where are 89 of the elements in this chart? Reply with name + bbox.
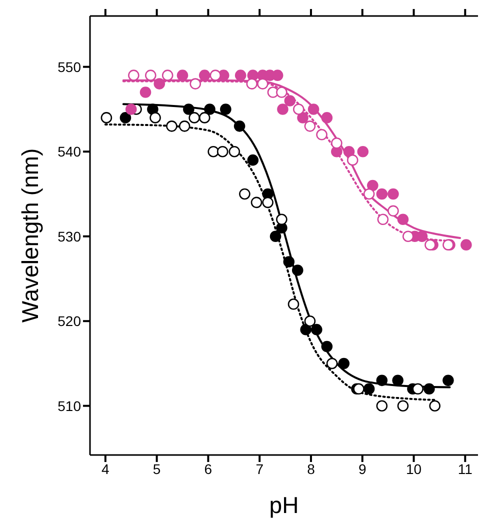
point: [321, 112, 333, 124]
point: [288, 298, 300, 310]
point: [283, 256, 295, 268]
y-axis-title: Wavelength (nm): [17, 148, 43, 323]
point: [321, 340, 333, 352]
point: [150, 112, 161, 124]
point: [388, 188, 399, 200]
point: [166, 120, 178, 132]
point: [276, 86, 288, 98]
point: [228, 146, 240, 158]
point: [343, 146, 355, 158]
y-tick-label: 550: [58, 58, 82, 75]
point: [270, 230, 282, 242]
point: [247, 154, 259, 166]
point: [424, 239, 436, 250]
point: [257, 78, 268, 90]
point: [198, 112, 210, 124]
point: [176, 70, 188, 81]
point: [188, 112, 200, 124]
x-tick-label: 10: [406, 460, 422, 477]
point: [376, 400, 388, 412]
point: [128, 70, 140, 81]
point: [460, 239, 472, 250]
y-tick-label: 520: [58, 313, 82, 330]
point: [397, 400, 409, 412]
point: [442, 374, 454, 386]
point: [392, 374, 404, 386]
x-tick-label: 8: [307, 460, 316, 477]
point: [304, 315, 316, 327]
point: [424, 383, 435, 395]
point: [338, 358, 350, 370]
point: [220, 104, 232, 115]
point: [308, 104, 320, 115]
point: [144, 70, 156, 81]
point: [276, 214, 288, 226]
y-tick-label: 510: [58, 398, 82, 414]
point: [262, 196, 274, 208]
point: [183, 104, 194, 115]
point: [208, 146, 219, 158]
x-tick-label: 7: [256, 460, 264, 477]
point: [216, 146, 228, 158]
point: [316, 129, 328, 140]
point: [100, 112, 112, 124]
point: [363, 383, 375, 395]
point: [292, 264, 304, 276]
point: [246, 78, 258, 90]
x-axis-title: pH: [269, 492, 299, 518]
point: [297, 112, 308, 124]
point: [357, 146, 369, 158]
point: [402, 230, 414, 242]
point: [198, 70, 210, 81]
point: [363, 188, 375, 200]
point: [367, 180, 378, 192]
point: [120, 112, 132, 124]
point: [277, 104, 288, 115]
point: [326, 358, 338, 370]
point: [154, 78, 166, 90]
point: [376, 374, 388, 386]
point: [162, 70, 174, 81]
point: [234, 70, 246, 81]
point: [140, 86, 152, 98]
point: [346, 154, 358, 166]
point: [292, 104, 304, 115]
point: [388, 205, 399, 217]
point: [397, 214, 409, 226]
point: [125, 104, 137, 115]
point: [234, 120, 246, 132]
x-tick-label: 6: [204, 460, 212, 477]
point: [239, 188, 250, 200]
point: [429, 400, 440, 412]
point: [250, 196, 262, 208]
point: [412, 383, 424, 395]
point: [178, 120, 190, 132]
x-tick-label: 4: [102, 460, 110, 477]
point: [310, 324, 322, 336]
x-tick-label: 9: [358, 460, 366, 477]
point: [304, 120, 316, 132]
point: [331, 137, 342, 149]
point: [300, 324, 312, 336]
x-tick-label: 11: [458, 460, 473, 477]
x-tick-label: 5: [152, 460, 161, 477]
point: [376, 188, 388, 200]
point: [377, 214, 389, 226]
y-tick-label: 530: [58, 228, 82, 244]
point: [204, 104, 216, 115]
y-tick-label: 540: [58, 144, 82, 160]
point: [147, 104, 158, 115]
point: [284, 95, 296, 106]
point: [190, 78, 201, 90]
